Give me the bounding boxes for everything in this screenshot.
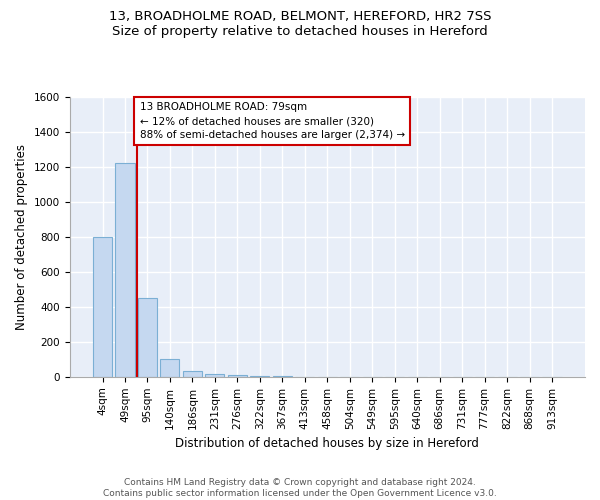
Y-axis label: Number of detached properties: Number of detached properties (15, 144, 28, 330)
X-axis label: Distribution of detached houses by size in Hereford: Distribution of detached houses by size … (175, 437, 479, 450)
Bar (250, 376, 269, 377)
Text: 13, BROADHOLME ROAD, BELMONT, HEREFORD, HR2 7SS
Size of property relative to det: 13, BROADHOLME ROAD, BELMONT, HEREFORD, … (109, 10, 491, 38)
Text: Contains HM Land Registry data © Crown copyright and database right 2024.
Contai: Contains HM Land Registry data © Crown c… (103, 478, 497, 498)
Text: 13 BROADHOLME ROAD: 79sqm
← 12% of detached houses are smaller (320)
88% of semi: 13 BROADHOLME ROAD: 79sqm ← 12% of detac… (140, 102, 405, 140)
Bar (183, 370, 202, 377)
Bar (115, 164, 134, 377)
Bar (138, 298, 157, 377)
Bar (93, 237, 112, 377)
Bar (160, 360, 179, 377)
Bar (205, 374, 224, 377)
Bar (228, 376, 247, 377)
